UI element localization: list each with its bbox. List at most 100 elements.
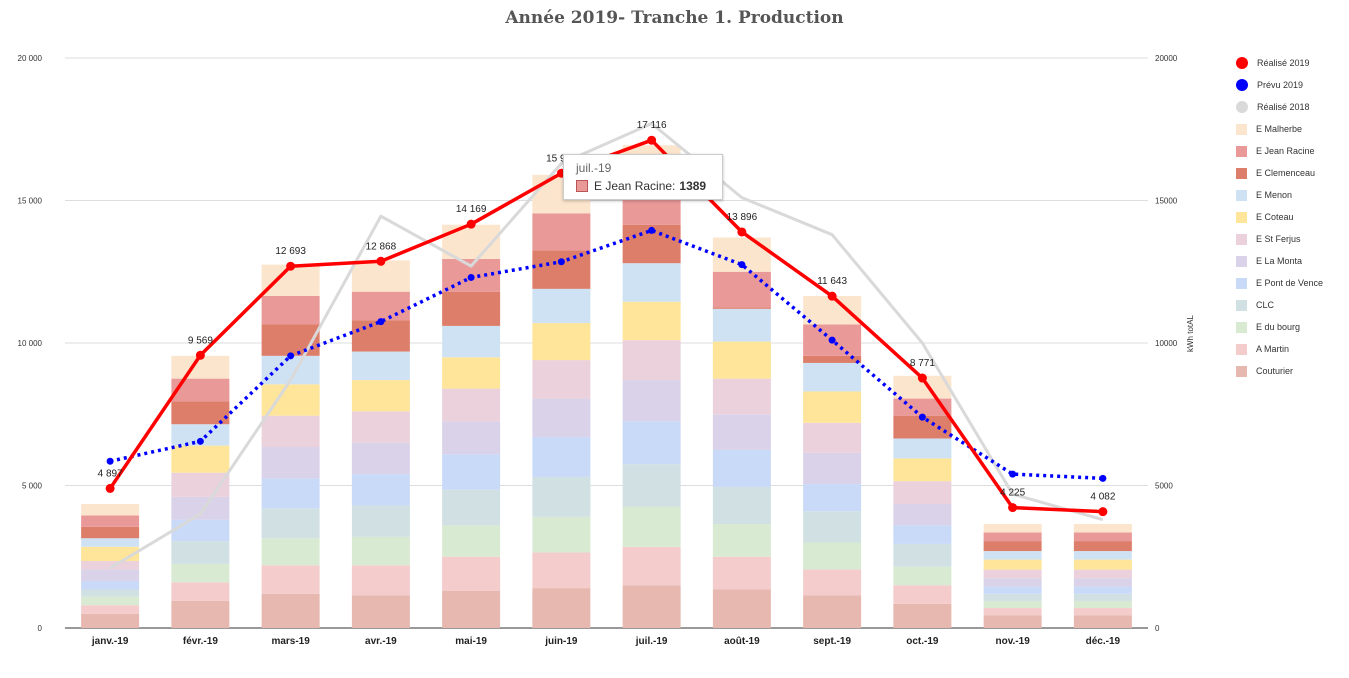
bar-segment[interactable] (712, 486, 771, 524)
bar-segment[interactable] (171, 541, 230, 564)
bar-segment[interactable] (81, 538, 140, 547)
bar-segment[interactable] (171, 519, 230, 542)
bar-segment[interactable] (803, 362, 862, 392)
bar-segment[interactable] (1073, 551, 1132, 560)
legend-item[interactable]: CLC (1236, 294, 1346, 316)
bar-segment[interactable] (171, 401, 230, 425)
series-line[interactable] (109, 228, 1103, 481)
bar-segment[interactable] (171, 600, 230, 628)
bar-segment[interactable] (1073, 586, 1132, 594)
bar-segment[interactable] (171, 582, 230, 601)
legend-item[interactable]: E St Ferjus (1236, 228, 1346, 250)
bar-segment[interactable] (261, 593, 320, 628)
bar-segment[interactable] (712, 523, 771, 557)
bar-segment[interactable] (983, 523, 1042, 533)
bar-segment[interactable] (351, 291, 410, 321)
bar-segment[interactable] (803, 511, 862, 543)
bar-segment[interactable] (983, 541, 1042, 552)
bar-segment[interactable] (622, 301, 681, 341)
bar-segment[interactable] (1073, 615, 1132, 628)
bar-segment[interactable] (1073, 541, 1132, 552)
bar-segment[interactable] (1073, 578, 1132, 587)
legend-item[interactable]: E Menon (1236, 184, 1346, 206)
series-point[interactable] (557, 258, 565, 266)
bar-segment[interactable] (1073, 569, 1132, 579)
series-point[interactable] (105, 483, 115, 493)
bar-segment[interactable] (622, 464, 681, 507)
bar-segment[interactable] (442, 590, 501, 628)
bar-segment[interactable] (1073, 600, 1132, 609)
bar-segment[interactable] (803, 569, 862, 596)
bar-segment[interactable] (712, 589, 771, 628)
series-point[interactable] (376, 256, 386, 266)
bar-segment[interactable] (442, 454, 501, 490)
bar-segment[interactable] (81, 580, 140, 590)
bar-segment[interactable] (712, 556, 771, 590)
legend-item[interactable]: Réalisé 2018 (1236, 96, 1346, 118)
bar-segment[interactable] (532, 213, 591, 251)
bar-segment[interactable] (81, 589, 140, 597)
bar-segment[interactable] (803, 355, 862, 363)
bar-segment[interactable] (983, 608, 1042, 616)
bar-segment[interactable] (983, 532, 1042, 542)
bar-segment[interactable] (532, 552, 591, 589)
bar-segment[interactable] (983, 600, 1042, 609)
series-point[interactable] (467, 273, 475, 281)
legend-item[interactable]: E Jean Racine (1236, 140, 1346, 162)
legend-item[interactable]: E Pont de Vence (1236, 272, 1346, 294)
bar-segment[interactable] (261, 508, 320, 539)
bar-segment[interactable] (983, 559, 1042, 570)
bar-segment[interactable] (261, 538, 320, 566)
bar-segment[interactable] (442, 291, 501, 326)
bar-segment[interactable] (171, 445, 230, 473)
bar-segment[interactable] (351, 320, 410, 352)
bar-segment[interactable] (983, 593, 1042, 601)
series-point[interactable] (1008, 503, 1018, 513)
bar-segment[interactable] (983, 551, 1042, 560)
bar-segment[interactable] (712, 308, 771, 342)
bar-segment[interactable] (532, 323, 591, 361)
legend-item[interactable]: A Martin (1236, 338, 1346, 360)
series-point[interactable] (647, 135, 657, 145)
bar-segment[interactable] (712, 271, 771, 308)
series-point[interactable] (1099, 474, 1107, 482)
series-point[interactable] (286, 261, 296, 271)
bar-segment[interactable] (893, 543, 952, 567)
bar-segment[interactable] (712, 378, 771, 415)
legend-item[interactable]: E Coteau (1236, 206, 1346, 228)
bar-segment[interactable] (803, 422, 862, 453)
bar-segment[interactable] (442, 525, 501, 557)
bar-segment[interactable] (893, 375, 952, 399)
bar-segment[interactable] (532, 588, 591, 628)
bar-segment[interactable] (81, 569, 140, 581)
legend-item[interactable]: Couturier (1236, 360, 1346, 382)
bar-segment[interactable] (1073, 559, 1132, 570)
bar-segment[interactable] (893, 603, 952, 628)
bar-segment[interactable] (261, 324, 320, 356)
series-point[interactable] (738, 261, 746, 269)
bar-segment[interactable] (983, 569, 1042, 579)
bar-segment[interactable] (81, 613, 140, 628)
bar-segment[interactable] (171, 355, 230, 379)
bar-segment[interactable] (893, 458, 952, 482)
bar-segment[interactable] (81, 515, 140, 527)
bar-segment[interactable] (622, 340, 681, 381)
bar-segment[interactable] (893, 566, 952, 586)
series-point[interactable] (466, 219, 476, 229)
bar-segment[interactable] (803, 595, 862, 628)
series-point[interactable] (827, 291, 837, 301)
bar-segment[interactable] (351, 595, 410, 628)
legend-item[interactable]: E du bourg (1236, 316, 1346, 338)
bar-segment[interactable] (893, 438, 952, 459)
bar-segment[interactable] (351, 380, 410, 412)
bar-segment[interactable] (351, 536, 410, 566)
bar-segment[interactable] (81, 605, 140, 614)
bar-segment[interactable] (171, 424, 230, 446)
series-point[interactable] (196, 437, 204, 445)
bar-segment[interactable] (1073, 608, 1132, 616)
bar-segment[interactable] (712, 341, 771, 379)
bar-segment[interactable] (532, 398, 591, 438)
bar-segment[interactable] (893, 585, 952, 604)
bar-segment[interactable] (893, 504, 952, 526)
series-point[interactable] (1098, 507, 1108, 517)
